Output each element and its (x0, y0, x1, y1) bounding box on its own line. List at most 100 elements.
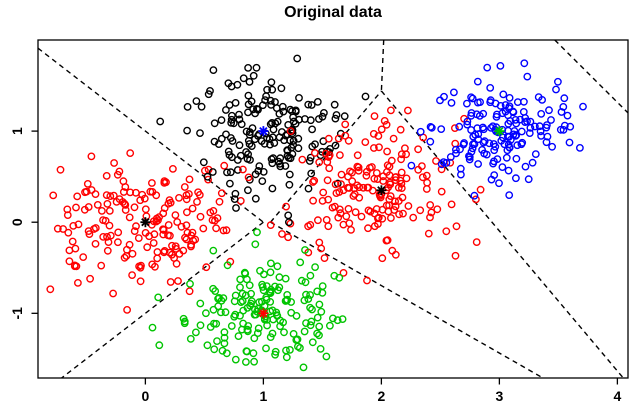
data-point-red-right (266, 221, 275, 230)
data-point-black-top (224, 147, 233, 156)
data-point-red-left (72, 203, 80, 212)
data-point-green-bottom (304, 295, 313, 303)
data-point-green-bottom (238, 289, 247, 298)
data-point-red-left (141, 205, 150, 214)
data-point-black-top (257, 137, 266, 146)
data-point-red-right (442, 227, 451, 236)
data-point-red-left (150, 262, 159, 271)
data-point-black-top (258, 177, 267, 186)
data-point-red-right (310, 176, 319, 185)
data-point-black-top (330, 100, 339, 109)
data-point-red-right (320, 254, 329, 263)
data-point-red-right (339, 220, 348, 229)
data-point-green-bottom (191, 328, 200, 337)
data-point-red-right (451, 251, 460, 260)
data-point-red-right (362, 171, 371, 180)
data-point-black-top (199, 158, 208, 167)
data-point-blue-right (579, 102, 587, 111)
data-point-blue-right (469, 140, 477, 149)
data-point-red-right (335, 151, 344, 160)
data-point-red-left (113, 170, 122, 179)
data-point-red-left (148, 187, 157, 196)
data-point-green-bottom (300, 327, 309, 336)
y-tick-label: 1 (9, 127, 25, 135)
data-point-red-right (278, 230, 286, 238)
data-point-black-top (252, 105, 261, 113)
data-point-black-top (206, 87, 214, 95)
data-point-red-right (433, 205, 442, 214)
data-point-red-left (103, 199, 112, 208)
data-point-green-bottom (234, 332, 243, 340)
data-point-green-bottom (313, 287, 322, 296)
data-point-green-bottom (220, 328, 229, 337)
cluster-center-marker (259, 309, 268, 318)
data-point-black-top (294, 144, 303, 153)
data-point-green-bottom (221, 308, 230, 317)
data-point-red-right (395, 210, 403, 219)
data-point-green-bottom (249, 349, 258, 358)
data-point-green-bottom (275, 273, 284, 282)
data-point-blue-right (528, 158, 537, 167)
data-point-green-bottom (236, 275, 245, 284)
x-tick-label: 4 (613, 388, 621, 404)
data-point-red-left (135, 262, 144, 271)
data-point-red-left (168, 164, 177, 173)
data-point-blue-right (565, 138, 574, 147)
data-point-black-top (277, 84, 286, 93)
data-point-black-top (233, 166, 242, 174)
data-point-red-right (402, 174, 411, 183)
data-point-black-top (295, 94, 303, 102)
data-point-red-left (136, 277, 145, 286)
data-point-green-bottom (306, 303, 314, 312)
data-point-red-left (175, 249, 184, 258)
data-point-black-top (274, 157, 283, 166)
data-point-red-left (91, 239, 100, 248)
data-point-black-top (285, 180, 294, 189)
data-point-red-left (59, 225, 67, 233)
data-point-blue-right (469, 132, 478, 141)
cluster-boundary-lower-left-diagonal (61, 221, 264, 379)
data-point-blue-right (548, 142, 556, 151)
data-point-black-top (210, 137, 219, 146)
data-point-blue-right (563, 111, 572, 120)
data-point-red-left (74, 220, 83, 229)
data-point-red-left (120, 253, 129, 262)
data-point-red-right (387, 156, 396, 165)
data-point-green-bottom (154, 293, 163, 302)
data-point-green-bottom (254, 324, 263, 333)
data-point-green-bottom (266, 259, 275, 268)
data-point-green-bottom (318, 282, 327, 290)
data-point-green-bottom (253, 228, 261, 237)
data-point-blue-right (436, 96, 444, 105)
data-point-red-right (416, 206, 425, 215)
data-point-green-bottom (280, 328, 288, 337)
data-point-red-left (202, 263, 211, 272)
data-point-green-bottom (289, 329, 298, 338)
data-point-black-top (245, 78, 254, 86)
data-point-green-bottom (220, 339, 229, 348)
data-point-red-right (397, 150, 406, 159)
data-point-blue-right (463, 120, 472, 129)
data-point-red-right (476, 185, 485, 194)
data-point-blue-right (468, 144, 477, 153)
data-point-black-top (203, 172, 212, 181)
data-point-black-top (304, 100, 313, 109)
data-point-black-top (268, 85, 277, 94)
data-point-red-left (63, 205, 72, 214)
data-point-black-top (244, 108, 252, 117)
data-point-green-bottom (186, 334, 195, 343)
data-point-red-right (397, 155, 405, 164)
data-point-red-left (103, 246, 112, 255)
data-point-green-bottom (250, 310, 259, 319)
data-point-blue-right (451, 145, 460, 154)
data-point-green-bottom (272, 311, 281, 320)
data-point-blue-right (512, 154, 521, 163)
data-point-blue-right (407, 161, 416, 170)
data-point-blue-right (513, 141, 522, 150)
data-point-black-top (209, 66, 218, 75)
data-point-red-right (417, 162, 426, 171)
data-point-black-top (284, 121, 293, 129)
data-point-green-bottom (227, 322, 236, 330)
data-point-red-right (350, 184, 359, 193)
data-point-green-bottom (257, 297, 266, 306)
